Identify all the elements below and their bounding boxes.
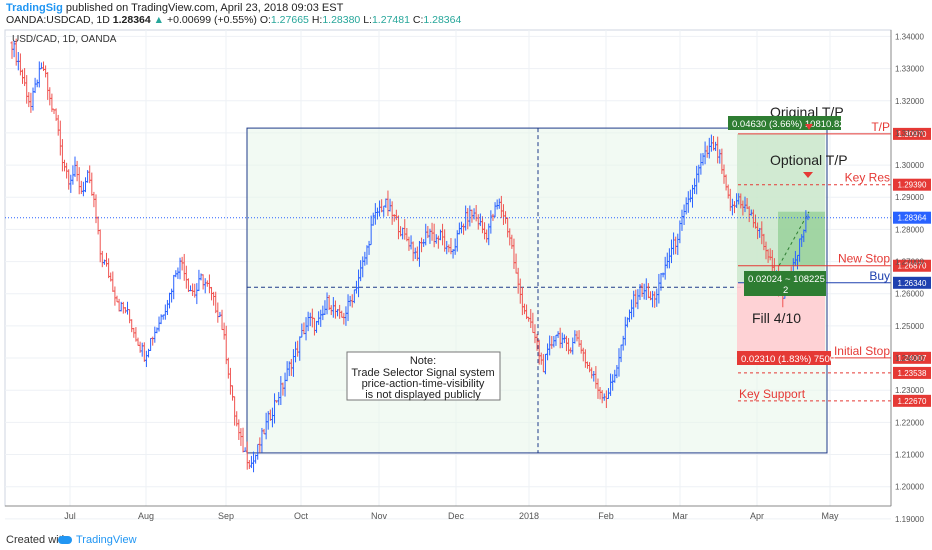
y-tick-label: 1.21000 — [895, 451, 924, 460]
profit-box-text: 0.04630 (3.66%) 10810.82 — [732, 119, 845, 130]
open-value: 1.27665 — [270, 14, 309, 26]
position-box-text: 0.02024 ~ 108225 — [748, 274, 825, 285]
tradingview-logo[interactable]: TradingView — [58, 534, 137, 546]
level-name: Buy — [869, 269, 890, 283]
tradingview-brand: TradingView — [76, 534, 137, 546]
level-price-tag — [893, 366, 931, 379]
level-name: T/P — [871, 120, 890, 134]
x-tick-label: Mar — [672, 511, 688, 521]
x-tick-label: Apr — [750, 511, 764, 521]
position-box: 0.02024 ~ 108225 2 — [744, 271, 826, 296]
arrow-down-icon — [803, 172, 813, 178]
zones — [246, 127, 828, 454]
fill-label: Fill 4/10 — [752, 310, 801, 326]
tradingview-cloud-icon — [58, 536, 72, 545]
x-tick-label: Jul — [64, 511, 76, 521]
last-price: 1.28364 — [112, 14, 151, 26]
footer: Created with TradingView — [0, 530, 932, 550]
y-tick-label: 1.23000 — [895, 386, 924, 395]
note-line-1: Trade Selector Signal system — [351, 367, 494, 379]
note-title: Note: — [410, 355, 436, 367]
x-tick-label: Nov — [371, 511, 388, 521]
x-tick-label: Feb — [598, 511, 614, 521]
y-tick-label: 1.24000 — [895, 354, 924, 363]
chart-header: TradingSig published on TradingView.com,… — [0, 0, 932, 26]
levels: T/P 1.30970 Key Res 1.29390 New Stop 1.26870 B… — [5, 120, 931, 407]
x-tick-label: Sep — [218, 511, 234, 521]
last-price-tag — [893, 211, 931, 224]
level-price-label: 1.26340 — [898, 279, 927, 288]
level-name: Key Support — [739, 387, 806, 401]
price-chart[interactable]: USD/CAD, 1D, OANDA T/P 1.30970 Key Res 1.29… — [0, 26, 932, 530]
profit-box: 0.04630 (3.66%) 10810.82 — [728, 116, 845, 130]
y-tick-label: 1.34000 — [895, 32, 924, 41]
level-price-tag — [893, 259, 931, 272]
high-value: 1.28380 — [322, 14, 361, 26]
y-tick-label: 1.26000 — [895, 290, 924, 299]
note-line-2: price-action-time-visibility — [362, 378, 485, 390]
y-tick-label: 1.27000 — [895, 258, 924, 267]
publish-info: published on TradingView.com, April 23, … — [65, 2, 344, 14]
level-price-tag — [893, 127, 931, 140]
y-tick-label: 1.29000 — [895, 193, 924, 202]
level-price-label: 1.30970 — [898, 130, 927, 139]
x-tick-label: Dec — [448, 511, 465, 521]
y-tick-label: 1.25000 — [895, 322, 924, 331]
loss-box-text: 0.02310 (1.83%) 7500 — [741, 354, 835, 365]
close-label: C: — [412, 14, 424, 26]
last-price-label: 1.28364 — [898, 214, 927, 223]
up-arrow-icon: ▲ — [153, 14, 165, 26]
range-box — [246, 127, 828, 454]
low-value: 1.27481 — [371, 14, 410, 26]
x-tick-label: May — [821, 511, 839, 521]
y-tick-label: 1.33000 — [895, 65, 924, 74]
publish-line: TradingSig published on TradingView.com,… — [6, 2, 343, 14]
symbol-label: USD/CAD, 1D, OANDA — [12, 34, 117, 45]
x-tick-label: 2018 — [519, 511, 539, 521]
level-price-tag — [893, 178, 931, 191]
level-price-label: 1.29390 — [898, 181, 927, 190]
high-label: H: — [311, 14, 323, 26]
symbol-text: OANDA:USDCAD, 1D — [6, 14, 110, 26]
note-box: Note: Trade Selector Signal system price… — [346, 351, 501, 401]
level-price-tag — [893, 276, 931, 289]
created-with-text: Created with — [6, 534, 68, 546]
level-name: New Stop — [838, 252, 890, 266]
level-price-tag — [893, 351, 931, 364]
y-tick-label: 1.31000 — [895, 129, 924, 138]
close-value: 1.28364 — [423, 14, 462, 26]
y-tick-label: 1.19000 — [895, 515, 924, 524]
level-name: Initial Stop — [834, 344, 890, 358]
level-name: Key Res — [845, 171, 890, 185]
level-price-tag — [893, 394, 931, 407]
trend-line — [778, 211, 810, 266]
x-tick-label: Oct — [294, 511, 309, 521]
optional-tp-label: Optional T/P — [770, 152, 848, 168]
y-tick-label: 1.22000 — [895, 418, 924, 427]
x-tick-label: Aug — [138, 511, 154, 521]
author-link[interactable]: TradingSig — [6, 2, 63, 14]
arrow-down-icon — [805, 124, 813, 130]
level-price-label: 1.22670 — [898, 397, 927, 406]
price-axis: 1.34000 1.33000 1.32000 1.31000 1.30000 1.290… — [890, 30, 924, 524]
level-price-label: 1.26870 — [898, 262, 927, 271]
loss-box: 0.02310 (1.83%) 7500 — [737, 351, 835, 365]
note-line-3: is not displayed publicly — [365, 389, 481, 401]
open-label: O: — [259, 14, 271, 26]
time-axis: Jul Aug Sep Oct Nov Dec 2018 Feb Mar Apr May — [5, 505, 891, 521]
quote-line: OANDA:USDCAD, 1D 1.28364 ▲ +0.00699 (+0.… — [6, 14, 461, 26]
y-tick-label: 1.30000 — [895, 161, 924, 170]
level-price-label: 1.23538 — [898, 369, 927, 378]
level-price-label: 1.24007 — [898, 354, 927, 363]
ohlc-bars — [10, 38, 810, 473]
low-label: L: — [363, 14, 372, 26]
arrow-up-icon — [772, 281, 782, 287]
y-tick-label: 1.20000 — [895, 483, 924, 492]
annotations: Original T/P Optional T/P Fill 4/10 0.04… — [346, 104, 848, 401]
y-tick-label: 1.28000 — [895, 225, 924, 234]
y-tick-label: 1.32000 — [895, 97, 924, 106]
change-text: +0.00699 (+0.55%) — [167, 14, 257, 26]
position-box-count: 2 — [783, 285, 788, 296]
